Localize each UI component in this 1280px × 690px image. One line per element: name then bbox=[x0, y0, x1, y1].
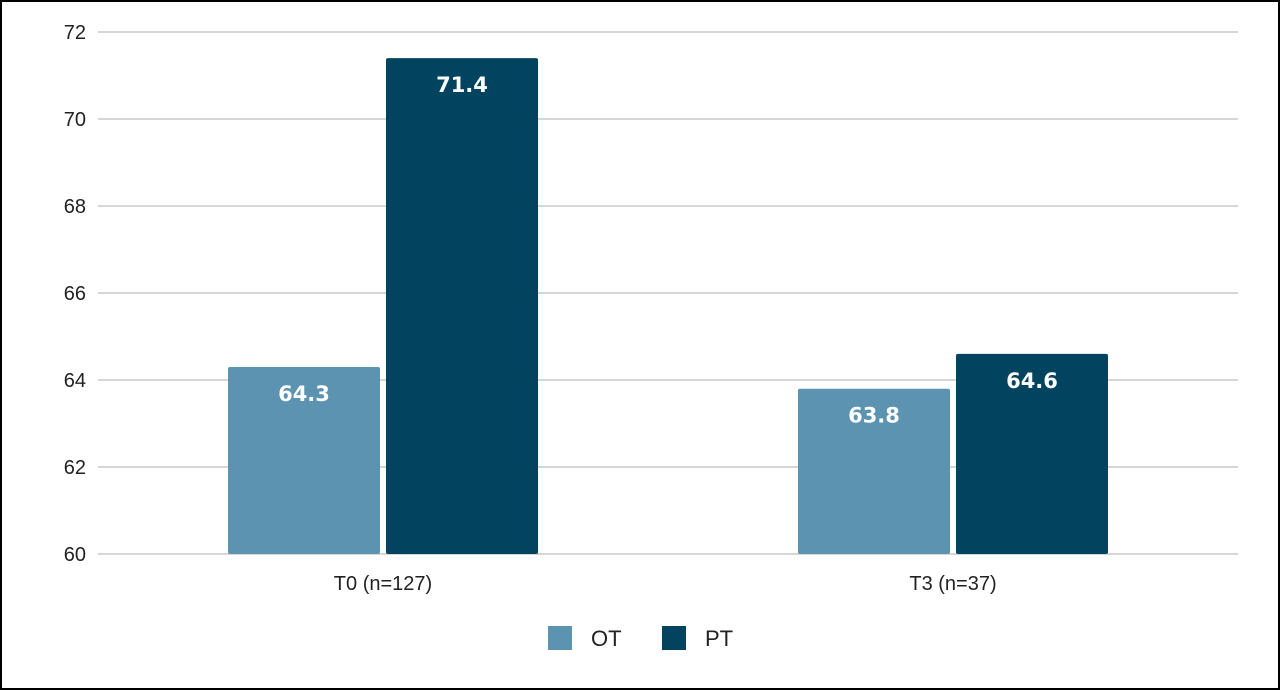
bar-pt-1 bbox=[956, 353, 1108, 554]
y-tick-label: 66 bbox=[64, 283, 86, 305]
legend-swatch bbox=[548, 626, 572, 650]
y-tick-label: 72 bbox=[64, 22, 86, 44]
x-axis-labels: T0 (n=127) T3 (n=37) bbox=[334, 573, 997, 595]
legend-label: PT bbox=[705, 626, 733, 651]
legend-item-pt[interactable]: PT bbox=[662, 626, 733, 651]
legend[interactable]: OT PT bbox=[548, 626, 733, 651]
data-label: 63.8 bbox=[848, 404, 900, 428]
y-tick-label: 64 bbox=[64, 370, 86, 392]
legend-swatch bbox=[662, 626, 686, 650]
y-tick-label: 62 bbox=[64, 457, 86, 479]
y-tick-label: 70 bbox=[64, 109, 86, 131]
data-label: 64.3 bbox=[278, 382, 330, 406]
data-label: 71.4 bbox=[436, 73, 488, 97]
bars: 64.3 71.4 63.8 64.6 bbox=[228, 58, 1108, 554]
x-category-label: T0 (n=127) bbox=[334, 573, 432, 595]
y-tick-label: 60 bbox=[64, 544, 86, 566]
y-tick-label: 68 bbox=[64, 196, 86, 218]
bar-pt-0 bbox=[386, 58, 538, 554]
bar-ot-0 bbox=[228, 366, 380, 554]
data-label: 64.6 bbox=[1006, 369, 1058, 393]
legend-item-ot[interactable]: OT bbox=[548, 626, 622, 651]
legend-label: OT bbox=[591, 626, 622, 651]
bar-ot-1 bbox=[798, 388, 950, 554]
y-axis-ticks: 60 62 64 66 68 70 72 bbox=[64, 22, 86, 566]
x-category-label: T3 (n=37) bbox=[909, 573, 996, 595]
